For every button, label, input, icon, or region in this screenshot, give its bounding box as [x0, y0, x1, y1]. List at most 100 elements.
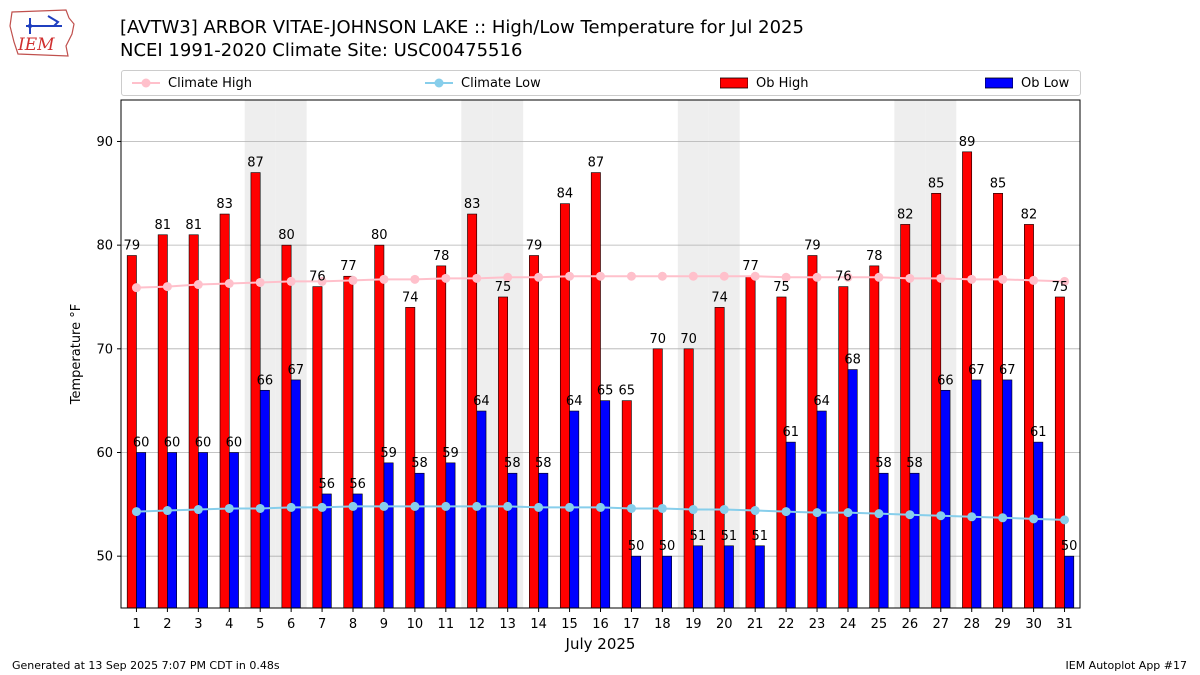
ob-high-bar: [436, 265, 447, 609]
ob-low-value-label: 58: [535, 456, 552, 471]
climate-high-point: [750, 271, 760, 281]
ob-high-value-label: 75: [495, 280, 512, 295]
climate-low-point: [255, 503, 265, 513]
ob-low-value-label: 64: [473, 394, 490, 409]
ob-low-bar: [662, 555, 672, 609]
ob-low-bar: [198, 452, 208, 609]
ob-high-bar: [838, 286, 849, 609]
legend-label-ob-high: Ob High: [756, 75, 809, 91]
x-tick-label: 17: [623, 617, 640, 632]
climate-high-point: [781, 272, 791, 282]
legend-item-climate-high: Climate High: [132, 71, 252, 95]
climate-high-point: [905, 273, 915, 283]
x-tick-label: 11: [438, 617, 455, 632]
ob-low-value-label: 60: [164, 435, 181, 450]
ob-high-bar: [683, 348, 694, 609]
ob-high-value-label: 83: [216, 197, 233, 212]
x-tick-label: 22: [778, 617, 795, 632]
ob-high-value-label: 81: [185, 218, 202, 233]
ob-high-value-label: 65: [619, 384, 636, 399]
ob-low-value-label: 50: [659, 539, 676, 554]
ob-low-value-label: 60: [226, 435, 243, 450]
x-tick-label: 7: [318, 617, 326, 632]
climate-low-point: [967, 512, 977, 522]
ob-low-value-label: 51: [721, 529, 738, 544]
chart-title: [AVTW3] ARBOR VITAE-JOHNSON LAKE :: High…: [120, 17, 804, 38]
climate-high-point: [255, 277, 265, 287]
climate-high-point: [441, 273, 451, 283]
footer-app: IEM Autoplot App #17: [1065, 659, 1188, 672]
climate-low-point: [874, 509, 884, 519]
climate-low-point: [441, 501, 451, 511]
ob-low-bar: [785, 441, 796, 609]
ob-low-bar: [445, 462, 456, 609]
x-tick-label: 15: [561, 617, 578, 632]
ob-high-value-label: 84: [557, 187, 574, 202]
ob-low-value-label: 67: [288, 363, 305, 378]
chart-legend: Climate High Climate Low Ob High Ob Low: [121, 70, 1081, 96]
climate-high-point: [348, 275, 358, 285]
legend-item-ob-low: Ob Low: [985, 71, 1069, 95]
ob-high-value-label: 70: [680, 332, 697, 347]
climate-high-point: [131, 283, 141, 293]
svg-text:IEM: IEM: [17, 35, 55, 55]
ob-low-value-label: 65: [597, 384, 614, 399]
x-tick-label: 16: [592, 617, 609, 632]
climate-low-point: [657, 503, 667, 513]
climate-high-point: [967, 274, 977, 284]
y-tick-label: 50: [96, 550, 113, 565]
ob-high-value-label: 85: [928, 176, 945, 191]
x-tick-label: 8: [349, 617, 357, 632]
ob-low-value-label: 66: [937, 373, 954, 388]
ob-low-bar: [1033, 441, 1044, 609]
x-tick-label: 27: [933, 617, 950, 632]
climate-high-point: [565, 271, 575, 281]
climate-low-point: [812, 508, 822, 518]
ob-low-bar: [352, 493, 363, 609]
ob-low-bar: [538, 472, 549, 609]
ob-high-bar: [498, 296, 508, 609]
x-tick-label: 23: [809, 617, 826, 632]
x-tick-label: 4: [225, 617, 233, 632]
ob-low-bar: [971, 379, 982, 609]
ob-low-value-label: 51: [752, 529, 769, 544]
ob-high-bar: [931, 193, 942, 609]
climate-low-point: [348, 501, 358, 511]
climate-high-point: [1029, 275, 1039, 285]
x-tick-label: 20: [716, 617, 733, 632]
ob-low-value-label: 58: [504, 456, 521, 471]
legend-label-climate-low: Climate Low: [461, 75, 541, 91]
climate-high-point: [719, 271, 729, 281]
y-tick-label: 70: [96, 342, 113, 357]
ob-high-bar: [312, 286, 323, 609]
climate-high-point: [874, 272, 884, 282]
climate-high-point: [503, 272, 513, 282]
legend-item-ob-high: Ob High: [720, 71, 809, 95]
climate-high-point: [472, 273, 482, 283]
ob-high-value-label: 77: [742, 259, 759, 274]
ob-high-value-label: 87: [247, 156, 264, 171]
climate-high-point: [193, 280, 203, 290]
ob-high-bar: [993, 193, 1003, 609]
climate-high-point: [286, 276, 296, 286]
ob-low-value-label: 59: [442, 446, 459, 461]
ob-low-bar: [259, 389, 270, 609]
y-axis-label: Temperature °F: [69, 304, 84, 405]
legend-label-climate-high: Climate High: [168, 75, 253, 91]
ob-low-bar: [940, 389, 951, 609]
climate-low-point: [193, 505, 203, 515]
ob-high-bar: [467, 213, 478, 609]
ob-low-value-label: 56: [349, 477, 366, 492]
climate-high-point: [224, 279, 234, 289]
ob-low-bar: [909, 472, 920, 609]
ob-low-bar: [754, 545, 765, 609]
x-tick-label: 13: [499, 617, 516, 632]
climate-high-point: [936, 273, 946, 283]
ob-low-value-label: 67: [999, 363, 1016, 378]
climate-high-point: [317, 276, 327, 286]
x-tick-label: 14: [530, 617, 547, 632]
x-tick-label: 30: [1025, 617, 1042, 632]
ob-low-value-label: 68: [844, 353, 861, 368]
ob-high-value-label: 78: [433, 249, 450, 264]
